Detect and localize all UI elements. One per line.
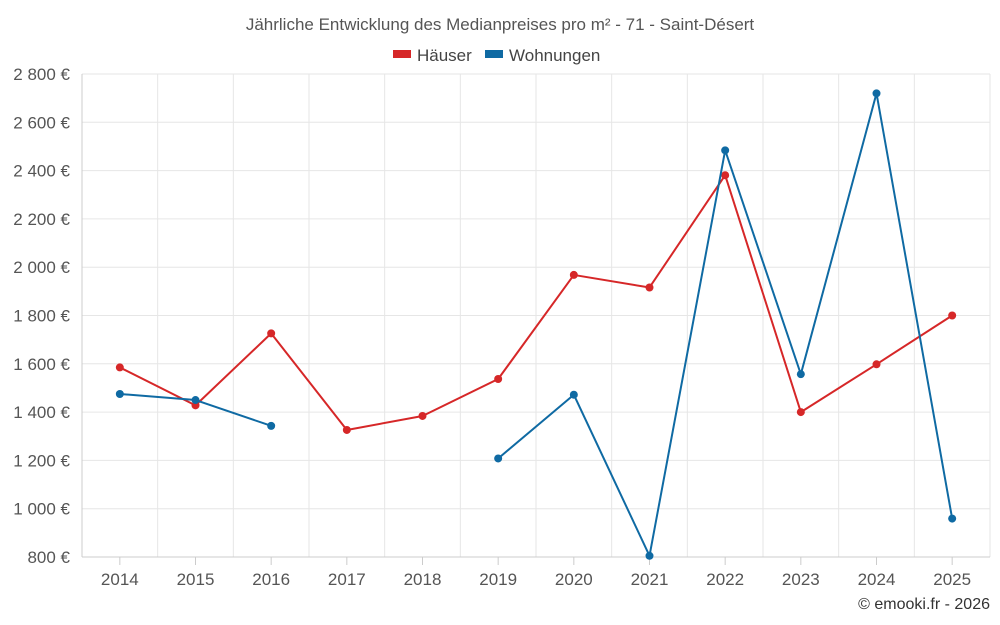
data-point-hauser-2021[interactable] — [645, 283, 654, 292]
y-axis-ticks: 800 € 1 000 € 1 200 € 1 400 € 1 600 € 1 800 €… — [13, 65, 70, 567]
y-tick-label: 2 200 € — [13, 210, 70, 229]
credit-text: © emooki.fr - 2026 — [858, 596, 990, 613]
x-tick-label: 2017 — [328, 570, 366, 589]
x-gridlines — [81, 74, 991, 558]
data-point-wohnungen-2019[interactable] — [494, 454, 503, 463]
x-tick-label: 2021 — [631, 570, 669, 589]
data-point-wohnungen-2023[interactable] — [796, 370, 805, 379]
legend: Häuser Wohnungen — [393, 46, 600, 65]
y-tick-label: 2 800 € — [13, 65, 70, 84]
x-tick-label: 2023 — [782, 570, 820, 589]
y-tick-label: 1 400 € — [13, 403, 70, 422]
x-tick-label: 2020 — [555, 570, 593, 589]
x-tick-label: 2024 — [858, 570, 896, 589]
data-point-hauser-2016[interactable] — [267, 329, 276, 338]
data-point-hauser-2014[interactable] — [115, 363, 124, 372]
legend-label-wohnungen[interactable]: Wohnungen — [509, 46, 600, 65]
x-tick-label: 2014 — [101, 570, 139, 589]
y-tick-label: 1 600 € — [13, 355, 70, 374]
series-layer — [115, 89, 957, 560]
y-tick-label: 1 200 € — [13, 451, 70, 470]
x-tick-label: 2019 — [479, 570, 517, 589]
legend-label-haeuser[interactable]: Häuser — [417, 46, 472, 65]
y-tick-label: 1 800 € — [13, 307, 70, 326]
y-tick-label: 2 600 € — [13, 113, 70, 132]
data-point-hauser-2018[interactable] — [418, 411, 427, 420]
x-tick-label: 2022 — [706, 570, 744, 589]
chart-title: Jährliche Entwicklung des Medianpreises … — [246, 15, 755, 34]
series-wohnungen — [115, 89, 957, 560]
x-tick-label: 2025 — [933, 570, 971, 589]
y-tick-label: 2 400 € — [13, 162, 70, 181]
y-tick-label: 2 000 € — [13, 258, 70, 277]
x-axis-ticks: 2014 2015 2016 2017 2018 2019 2020 2021 2022 2023… — [101, 557, 971, 589]
data-point-wohnungen-2024[interactable] — [872, 89, 881, 98]
data-point-hauser-2024[interactable] — [872, 360, 881, 369]
data-point-wohnungen-2020[interactable] — [569, 390, 578, 399]
data-point-wohnungen-2021[interactable] — [645, 551, 654, 560]
data-point-wohnungen-2025[interactable] — [948, 514, 957, 523]
legend-swatch-haeuser — [393, 50, 411, 58]
x-tick-label: 2015 — [177, 570, 215, 589]
data-point-hauser-2022[interactable] — [721, 171, 730, 180]
x-tick-label: 2016 — [252, 570, 290, 589]
data-point-hauser-2020[interactable] — [569, 270, 578, 279]
y-tick-label: 800 € — [27, 548, 70, 567]
data-point-wohnungen-2022[interactable] — [721, 146, 730, 155]
series-hauser — [115, 171, 957, 434]
x-tick-label: 2018 — [404, 570, 442, 589]
series-line-hauser — [119, 174, 953, 431]
data-point-wohnungen-2016[interactable] — [267, 421, 276, 430]
series-line-wohnungen — [497, 92, 954, 557]
data-point-hauser-2017[interactable] — [342, 425, 351, 434]
data-point-hauser-2023[interactable] — [796, 408, 805, 417]
data-point-hauser-2025[interactable] — [948, 311, 957, 320]
data-point-wohnungen-2014[interactable] — [115, 389, 124, 398]
y-tick-label: 1 000 € — [13, 500, 70, 519]
data-point-hauser-2019[interactable] — [494, 375, 503, 384]
legend-swatch-wohnungen — [485, 50, 503, 58]
data-point-wohnungen-2015[interactable] — [191, 396, 200, 405]
